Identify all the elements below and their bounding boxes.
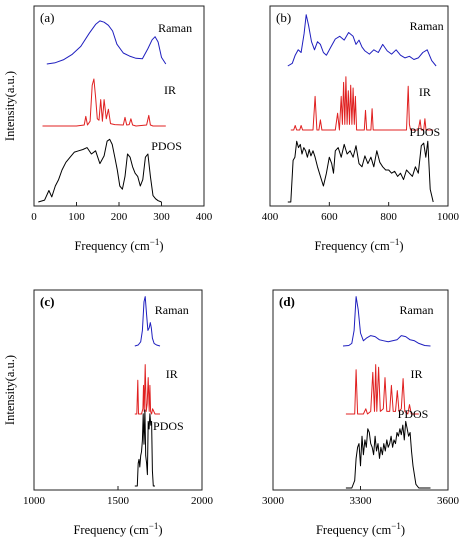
series-line-raman [342,296,431,347]
plot-frame [33,289,203,491]
series-line-raman [46,20,167,65]
x-axis-label-superscript: −1 [391,521,401,531]
x-tick-label: 2000 [191,495,214,507]
x-axis-label-tail: ) [158,523,162,537]
series-label-ir: IR [164,83,176,97]
series-label-ir: IR [419,85,431,99]
series-label-pdos: PDOS [410,125,441,139]
series-line-pdos [134,409,155,487]
x-tick-label: 1000 [23,495,46,507]
series-label-raman: Raman [400,303,434,317]
series-line-pdos [345,420,431,489]
series-label-ir: IR [166,367,178,381]
panel-label: (b) [276,10,291,25]
x-tick-label: 3300 [350,495,373,507]
x-tick-label: 3000 [262,495,285,507]
x-axis-label-superscript: −1 [150,237,160,247]
x-tick-label: 3600 [437,495,460,507]
panel-label: (c) [40,294,54,309]
series-line-ir [42,78,166,127]
x-tick-label: 1500 [107,495,130,507]
x-axis-label: Frequency (cm−1) [316,521,405,537]
panel-label: (a) [40,10,54,25]
x-tick-label: 400 [262,211,279,223]
series-line-pdos [38,138,162,203]
x-axis-label-tail: ) [399,239,403,253]
x-tick-label: 100 [68,211,85,223]
series-label-pdos: PDOS [151,139,182,153]
panel-label: (d) [279,294,295,309]
x-tick-label: 0 [31,211,37,223]
x-axis-label: Frequency (cm−1) [74,237,163,253]
series-line-ir [290,76,434,131]
x-axis-label: Frequency (cm−1) [73,521,162,537]
plot-frame [269,5,449,207]
series-label-pdos: PDOS [153,419,184,433]
series-line-raman [134,296,161,347]
series-line-raman [287,14,437,67]
series-label-ir: IR [411,367,423,381]
series-label-pdos: PDOS [398,407,429,421]
x-axis-label-superscript: −1 [390,237,400,247]
series-line-pdos [287,140,434,203]
x-axis-label-tail: ) [159,239,163,253]
x-axis-label-tail: ) [401,523,405,537]
series-label-raman: Raman [155,303,189,317]
series-label-raman: Raman [158,21,192,35]
x-tick-label: 1000 [437,211,460,223]
x-axis-label-superscript: −1 [149,521,159,531]
x-tick-label: 400 [196,211,213,223]
y-axis-label: Intensity(a.u.) [3,71,17,141]
x-tick-label: 300 [153,211,170,223]
x-axis-label: Frequency (cm−1) [314,237,403,253]
x-tick-label: 200 [111,211,128,223]
y-axis-label: Intensity(a.u.) [3,355,17,425]
series-label-raman: Raman [410,19,444,33]
series-line-ir [134,364,160,415]
x-tick-label: 600 [321,211,338,223]
x-tick-label: 800 [380,211,397,223]
series-line-ir [345,364,419,415]
